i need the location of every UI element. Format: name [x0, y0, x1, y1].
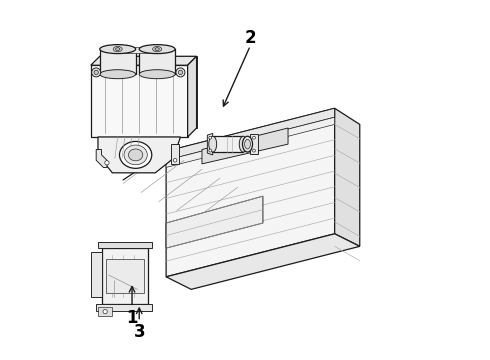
Ellipse shape [103, 310, 107, 314]
Ellipse shape [176, 68, 185, 77]
Polygon shape [91, 65, 188, 137]
Ellipse shape [178, 70, 183, 75]
Text: 2: 2 [245, 30, 256, 48]
Polygon shape [250, 134, 258, 154]
Ellipse shape [100, 45, 136, 54]
Polygon shape [98, 307, 112, 316]
Polygon shape [188, 56, 196, 137]
Ellipse shape [113, 46, 122, 52]
Ellipse shape [116, 48, 120, 50]
Polygon shape [166, 234, 360, 289]
Ellipse shape [173, 158, 177, 162]
Ellipse shape [155, 48, 159, 50]
Polygon shape [100, 56, 196, 128]
Ellipse shape [92, 68, 100, 77]
Ellipse shape [252, 136, 255, 139]
Ellipse shape [209, 136, 212, 139]
Ellipse shape [209, 136, 217, 152]
Ellipse shape [139, 45, 175, 54]
Polygon shape [166, 117, 335, 167]
Polygon shape [96, 149, 107, 167]
Ellipse shape [239, 136, 247, 152]
Ellipse shape [245, 139, 250, 149]
Polygon shape [166, 108, 335, 277]
Ellipse shape [100, 70, 136, 79]
Bar [139, 49, 175, 74]
Polygon shape [98, 242, 152, 248]
Text: 3: 3 [133, 323, 145, 341]
Ellipse shape [120, 141, 152, 168]
Polygon shape [172, 144, 179, 164]
Text: 1: 1 [126, 309, 138, 327]
Bar [106, 259, 144, 293]
Ellipse shape [243, 136, 252, 152]
Polygon shape [96, 304, 152, 311]
Ellipse shape [105, 161, 109, 165]
Bar [114, 47, 161, 53]
Ellipse shape [252, 149, 255, 152]
Polygon shape [98, 137, 180, 173]
Ellipse shape [124, 145, 147, 165]
Ellipse shape [128, 149, 143, 161]
Polygon shape [101, 248, 148, 304]
Ellipse shape [94, 70, 98, 75]
Polygon shape [166, 196, 263, 248]
Bar [100, 49, 136, 74]
Polygon shape [166, 108, 335, 160]
Ellipse shape [153, 46, 162, 52]
Ellipse shape [209, 149, 212, 152]
Polygon shape [91, 252, 101, 297]
Polygon shape [91, 56, 196, 65]
Ellipse shape [139, 70, 175, 79]
Polygon shape [207, 134, 213, 155]
Polygon shape [335, 108, 360, 246]
Bar [213, 136, 243, 152]
Polygon shape [202, 128, 288, 164]
